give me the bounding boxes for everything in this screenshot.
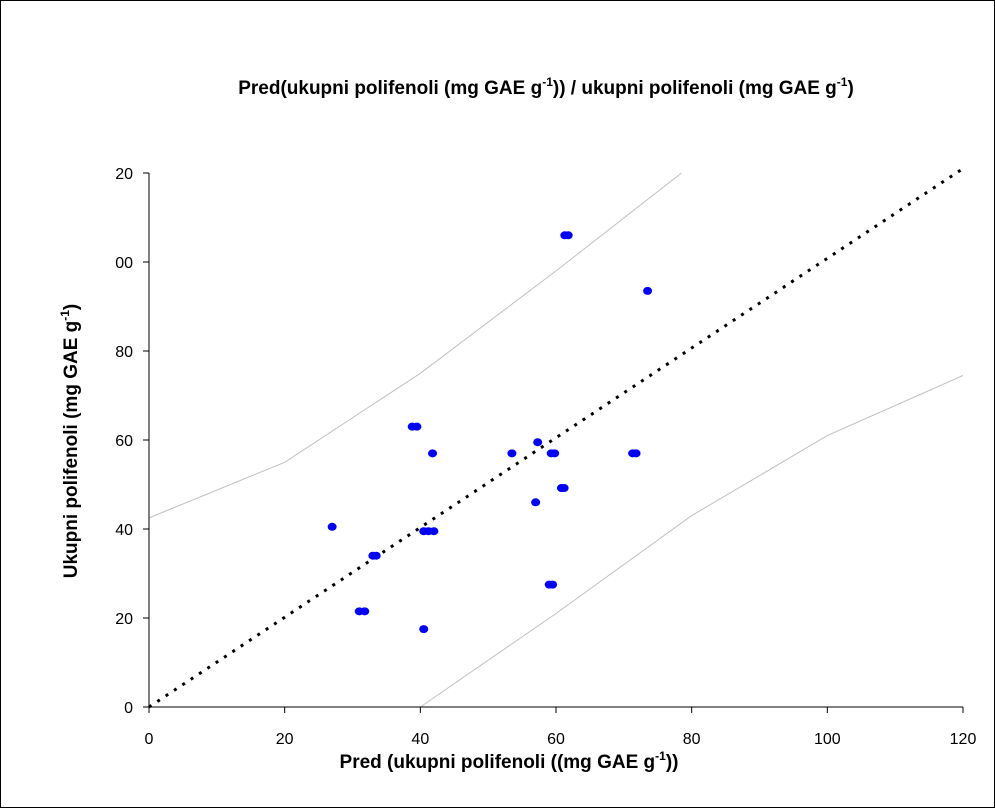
y-tick-label: 00 bbox=[115, 255, 133, 272]
data-point bbox=[631, 449, 641, 458]
data-point bbox=[327, 522, 337, 531]
x-tick-label: 60 bbox=[547, 731, 565, 748]
chart-title: Pred(ukupni polifenoli (mg GAE g-1)) / u… bbox=[238, 75, 854, 99]
data-point bbox=[412, 422, 422, 431]
data-point bbox=[531, 498, 541, 507]
data-point bbox=[533, 438, 543, 447]
x-tick-label: 120 bbox=[950, 731, 977, 748]
y-tick-label: 20 bbox=[115, 166, 133, 183]
y-tick-label: 60 bbox=[115, 433, 133, 450]
y-tick-label: 80 bbox=[115, 344, 133, 361]
data-point bbox=[371, 551, 381, 560]
x-tick-label: 40 bbox=[411, 731, 429, 748]
x-axis-label: Pred (ukupni polifenoli ((mg GAE g-1)) bbox=[340, 749, 679, 773]
data-point bbox=[548, 580, 558, 589]
data-point bbox=[550, 449, 560, 458]
fit-line bbox=[148, 167, 964, 709]
y-tick-label: 40 bbox=[115, 522, 133, 539]
y-axis-label: Ukupni polifenoli (mg GAE g-1) bbox=[58, 304, 82, 579]
data-point bbox=[559, 484, 569, 493]
x-tick-label: 100 bbox=[814, 731, 841, 748]
upper-prediction-band bbox=[148, 172, 682, 519]
y-axis-ticks: 0 20 40 60 80 00 20 bbox=[115, 166, 149, 717]
lower-prediction-band bbox=[420, 375, 964, 708]
y-tick-label: 0 bbox=[124, 700, 133, 717]
data-point bbox=[507, 449, 517, 458]
data-point bbox=[429, 527, 439, 536]
data-point bbox=[360, 607, 370, 616]
data-points bbox=[327, 231, 653, 634]
data-point bbox=[563, 231, 573, 240]
y-tick-label: 20 bbox=[115, 611, 133, 628]
data-point bbox=[419, 625, 429, 634]
data-point bbox=[428, 449, 438, 458]
x-axis-ticks: 0 20 40 60 80 100 120 bbox=[145, 707, 977, 748]
data-point bbox=[643, 286, 653, 295]
x-tick-label: 20 bbox=[276, 731, 294, 748]
x-tick-label: 80 bbox=[683, 731, 701, 748]
x-tick-label: 0 bbox=[145, 731, 154, 748]
